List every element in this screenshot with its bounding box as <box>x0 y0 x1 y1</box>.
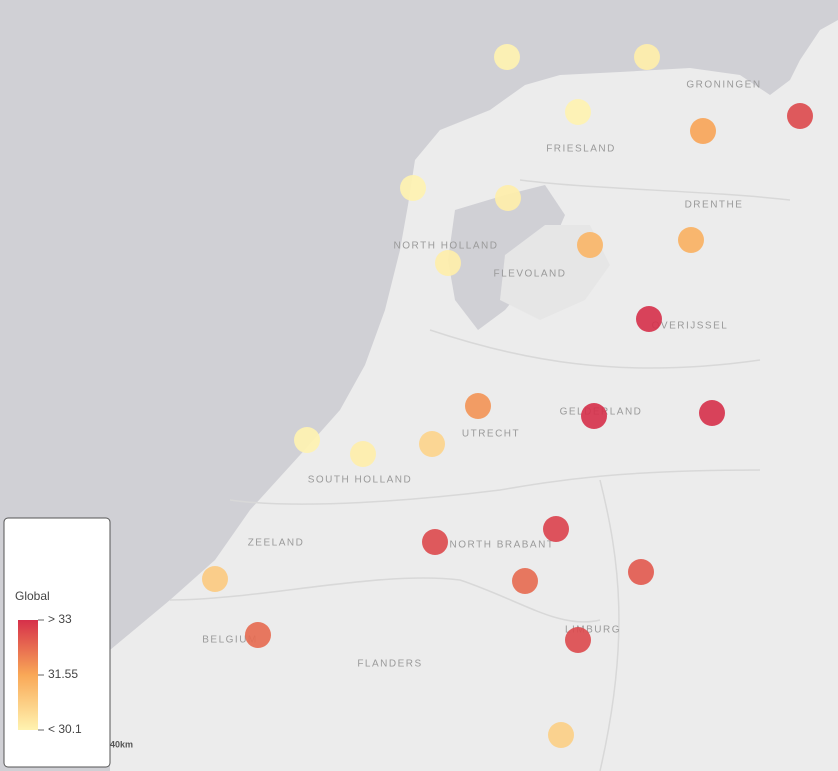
data-point <box>577 232 603 258</box>
region-label: FLEVOLAND <box>494 269 567 280</box>
data-point <box>548 722 574 748</box>
region-label: SOUTH HOLLAND <box>308 475 413 486</box>
data-point <box>628 559 654 585</box>
borders <box>169 179 791 771</box>
data-point <box>294 427 320 453</box>
data-point <box>678 227 704 253</box>
data-point <box>787 103 813 129</box>
region-label: ZEELAND <box>248 538 305 549</box>
data-point <box>581 403 607 429</box>
region-label: OVERIJSSEL <box>652 321 729 332</box>
data-point <box>245 622 271 648</box>
data-point <box>699 400 725 426</box>
data-point <box>565 99 591 125</box>
data-point <box>634 44 660 70</box>
data-point <box>465 393 491 419</box>
data-point <box>422 529 448 555</box>
data-point <box>419 431 445 457</box>
data-point <box>636 306 662 332</box>
region-label: NORTH BRABANT <box>450 540 555 551</box>
data-point <box>543 516 569 542</box>
legend-tick-label: > 33 <box>48 612 72 626</box>
region-label: DRENTHE <box>685 200 744 211</box>
region-label: UTRECHT <box>462 429 520 440</box>
region-label: LIMBURG <box>565 625 621 636</box>
region-label: FRIESLAND <box>546 144 616 155</box>
data-point <box>495 185 521 211</box>
region-label: FLANDERS <box>357 659 422 670</box>
scale-label: 40km <box>110 739 133 749</box>
data-point <box>565 627 591 653</box>
data-point <box>202 566 228 592</box>
region-label: BELGIUM <box>202 635 258 646</box>
region-label: NORTH HOLLAND <box>394 241 499 252</box>
data-point <box>512 568 538 594</box>
data-point <box>350 441 376 467</box>
data-point <box>494 44 520 70</box>
data-point <box>435 250 461 276</box>
legend-tick-label: < 30.1 <box>48 722 82 736</box>
region-label: GRONINGEN <box>686 80 761 91</box>
data-point <box>400 175 426 201</box>
legend-title: Global <box>15 589 50 603</box>
legend-tick-label: 31.55 <box>48 667 78 681</box>
legend-gradient <box>18 620 38 730</box>
data-point <box>690 118 716 144</box>
